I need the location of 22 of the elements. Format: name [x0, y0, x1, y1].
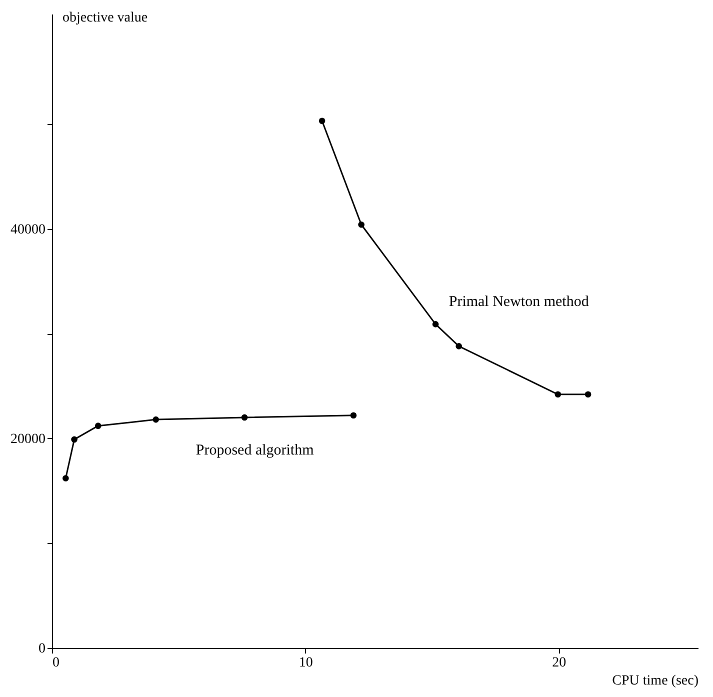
point [241, 414, 248, 421]
point [318, 118, 326, 124]
point [62, 475, 69, 482]
point [358, 221, 364, 228]
point [456, 343, 462, 350]
point [554, 391, 562, 398]
series-label: Proposed algorithm [196, 442, 314, 459]
y-tick-label: 20000 [10, 432, 46, 447]
x-tick-label: 0 [52, 656, 60, 670]
point [432, 321, 439, 328]
series-label: Primal Newton method [448, 294, 590, 310]
point [71, 436, 78, 443]
x-tick-label: 10 [298, 656, 313, 670]
point [350, 412, 357, 419]
point [152, 416, 160, 423]
point [584, 391, 592, 398]
point [94, 422, 102, 429]
y-tick-label: 0 [38, 642, 46, 656]
x-tick-label: 20 [552, 656, 566, 670]
y-axis-title: objective value [62, 10, 148, 26]
x-axis-title: CPU time (sec) [612, 674, 699, 688]
y-tick-label: 40000 [10, 222, 46, 238]
